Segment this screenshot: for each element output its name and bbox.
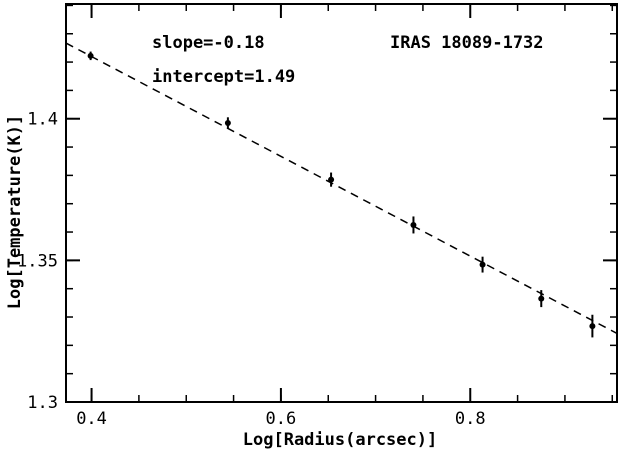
data-point [538,295,545,302]
y-axis-label: Log[Temperature(K)] [5,115,25,309]
y-tick-label: 1.3 [27,393,58,413]
y-tick-label: 1.4 [27,110,58,130]
source-annotation: IRAS 18089-1732 [390,33,544,53]
data-point [87,52,94,59]
x-tick-label: 0.6 [266,409,297,429]
x-axis-label: Log[Radius(arcsec)] [243,430,437,450]
slope-annotation: slope=-0.18 [152,33,265,53]
plot-frame [65,3,618,403]
x-tick-label: 0.4 [76,409,107,429]
data-point [328,176,335,183]
tick-labels: 0.4 0.6 0.8 1.3 1.35 1.4 [17,110,486,429]
data-point [410,221,417,228]
fit-line [65,42,618,335]
axis-ticks [66,4,617,403]
intercept-annotation: intercept=1.49 [152,67,295,87]
x-tick-label: 0.8 [455,409,486,429]
fit-line-group [65,42,618,335]
data-point [479,261,486,268]
data-points [87,51,596,338]
data-point [589,323,596,330]
y-tick-label: 1.35 [17,251,58,271]
data-point [224,119,231,126]
